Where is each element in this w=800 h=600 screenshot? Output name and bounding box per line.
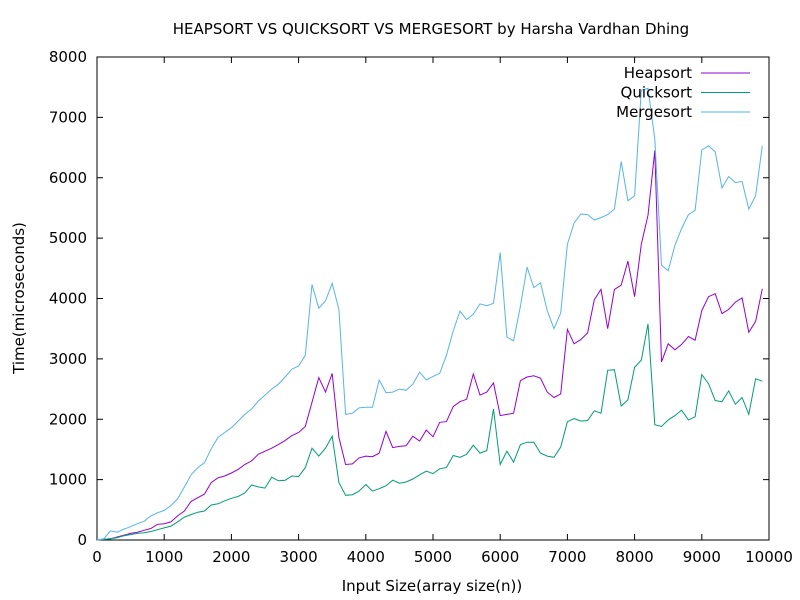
- series-line-heapsort: [96, 150, 763, 541]
- series-line-quicksort: [96, 323, 763, 541]
- y-axis-label: Time(microseconds): [10, 222, 28, 375]
- legend-label-mergesort: Mergesort: [616, 103, 692, 121]
- x-tick-label: 4000: [347, 548, 385, 566]
- legend-label-heapsort: Heapsort: [624, 64, 692, 82]
- x-axis-label: Input Size(array size(n)): [342, 577, 523, 595]
- x-tick-label: 6000: [481, 548, 519, 566]
- x-tick-label: 8000: [616, 548, 654, 566]
- series-group: [96, 87, 763, 541]
- y-tick-label: 4000: [49, 290, 87, 308]
- y-tick-label: 5000: [49, 229, 87, 247]
- x-tick-label: 1000: [145, 548, 183, 566]
- y-tick-label: 6000: [49, 169, 87, 187]
- x-tick-label: 0: [92, 548, 102, 566]
- y-tick-label: 8000: [49, 48, 87, 66]
- ticks-group: 0 1000 2000 3000 4000 5000 6000 7000 8000 9000 100…: [49, 48, 793, 566]
- y-tick-label: 0: [77, 531, 87, 549]
- y-tick-label: 2000: [49, 410, 87, 428]
- x-tick-label: 7000: [548, 548, 586, 566]
- y-tick-label: 7000: [49, 108, 87, 126]
- legend-label-quicksort: Quicksort: [621, 84, 693, 102]
- x-tick-label: 2000: [212, 548, 250, 566]
- chart-title: HEAPSORT VS QUICKSORT VS MERGESORT by Ha…: [173, 20, 689, 38]
- x-tick-label: 3000: [280, 548, 318, 566]
- x-tick-label: 10000: [745, 548, 793, 566]
- y-tick-label: 3000: [49, 350, 87, 368]
- x-tick-label: 5000: [414, 548, 452, 566]
- series-line-mergesort: [96, 87, 763, 541]
- x-tick-label: 9000: [683, 548, 721, 566]
- y-tick-label: 1000: [49, 471, 87, 489]
